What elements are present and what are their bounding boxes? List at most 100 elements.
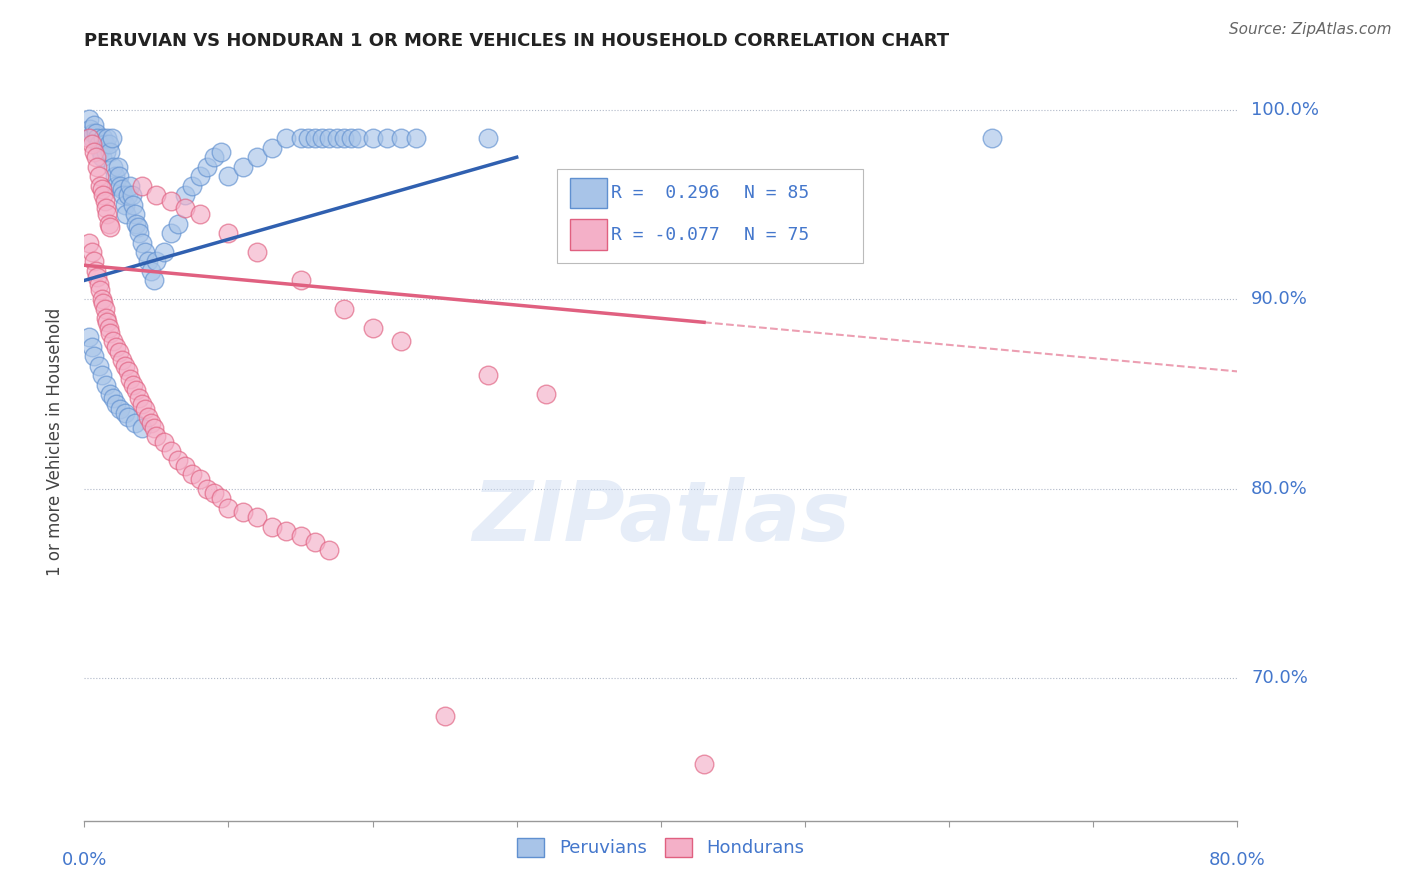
Point <box>139 264 162 278</box>
Point <box>361 320 384 334</box>
Text: 100.0%: 100.0% <box>1251 101 1319 119</box>
Point <box>122 377 145 392</box>
Point <box>91 188 114 202</box>
Point <box>232 160 254 174</box>
Point <box>83 254 105 268</box>
Point <box>152 244 174 259</box>
Point <box>89 283 111 297</box>
Point <box>77 112 100 127</box>
Point <box>127 220 149 235</box>
Point <box>117 364 139 378</box>
Point <box>91 296 114 310</box>
Point <box>131 178 153 193</box>
Point <box>218 169 240 183</box>
Point <box>87 136 110 151</box>
Point <box>131 421 153 435</box>
Point <box>114 406 136 420</box>
Point <box>145 429 167 443</box>
Point <box>128 391 150 405</box>
Point <box>477 368 499 383</box>
Point <box>276 131 298 145</box>
Point <box>174 188 197 202</box>
Text: R =  0.296: R = 0.296 <box>612 184 720 202</box>
Point <box>86 131 108 145</box>
Point <box>103 334 124 348</box>
Point <box>77 330 100 344</box>
Point <box>83 349 105 363</box>
Point <box>131 396 153 410</box>
Point <box>160 444 183 458</box>
Point <box>96 131 118 145</box>
Point <box>87 277 110 292</box>
Point <box>160 194 183 208</box>
Point <box>110 178 132 193</box>
Point <box>105 396 128 410</box>
Point <box>97 217 120 231</box>
Point <box>131 235 153 250</box>
Point <box>108 345 131 359</box>
Point <box>318 542 340 557</box>
Point <box>112 188 135 202</box>
Point <box>97 136 120 151</box>
Text: 80.0%: 80.0% <box>1251 480 1308 498</box>
Point <box>86 269 108 284</box>
Point <box>290 131 312 145</box>
Point <box>120 372 142 386</box>
Text: 0.0%: 0.0% <box>62 851 107 869</box>
Point <box>100 131 122 145</box>
Point <box>290 529 312 543</box>
Point <box>98 145 121 159</box>
Point <box>97 320 120 334</box>
Point <box>83 145 105 159</box>
Point <box>94 202 117 216</box>
Point <box>94 311 117 326</box>
Point <box>80 244 103 259</box>
Point <box>111 182 134 196</box>
Point <box>93 136 115 151</box>
Point <box>117 188 139 202</box>
Point <box>90 150 112 164</box>
Point <box>142 273 165 287</box>
Point <box>90 368 112 383</box>
Point <box>304 131 326 145</box>
Point <box>103 160 124 174</box>
Point <box>188 169 211 183</box>
Point <box>391 131 413 145</box>
Point <box>82 126 104 140</box>
Point <box>136 409 159 424</box>
Point <box>96 315 118 329</box>
Point <box>114 197 136 211</box>
Point <box>80 340 103 354</box>
Point <box>433 709 456 723</box>
Point <box>218 226 240 240</box>
Point <box>98 326 121 341</box>
Point <box>105 178 128 193</box>
Point <box>174 459 197 474</box>
Text: ZIPatlas: ZIPatlas <box>472 477 849 558</box>
Text: 80.0%: 80.0% <box>1209 851 1265 869</box>
Text: 90.0%: 90.0% <box>1251 291 1308 309</box>
Point <box>375 131 398 145</box>
Point <box>108 169 131 183</box>
Point <box>290 273 312 287</box>
Point <box>90 182 112 196</box>
Point <box>195 160 218 174</box>
Text: R = -0.077: R = -0.077 <box>612 226 720 244</box>
Legend: Peruvians, Hondurans: Peruvians, Hondurans <box>510 830 811 864</box>
Point <box>174 202 197 216</box>
Point <box>209 145 232 159</box>
Point <box>136 254 159 268</box>
Point <box>77 235 100 250</box>
Point <box>125 217 148 231</box>
Point <box>693 756 716 771</box>
Point <box>79 121 101 136</box>
Point <box>260 141 283 155</box>
Point <box>86 160 108 174</box>
Point <box>260 520 283 534</box>
Point <box>340 131 363 145</box>
Point <box>87 169 110 183</box>
Point <box>89 178 111 193</box>
FancyBboxPatch shape <box>557 169 863 263</box>
Point <box>188 207 211 221</box>
Point <box>218 500 240 515</box>
